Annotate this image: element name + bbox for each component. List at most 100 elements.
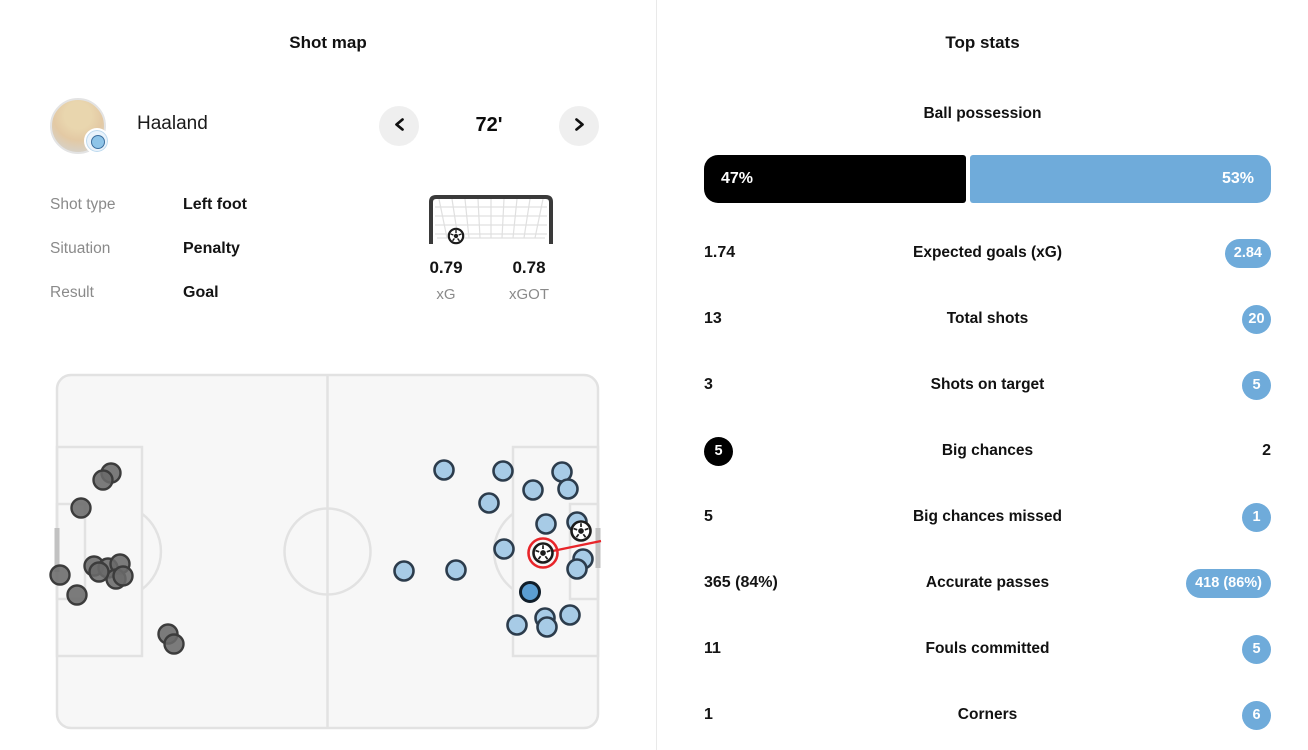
away-stat-value: 5 [1242,634,1271,664]
away-shot-dot[interactable] [492,460,514,482]
goal-net-graphic [429,195,553,245]
selected-shot-marker[interactable] [532,542,554,564]
away-stat: 2 [1262,418,1271,484]
home-shot-dot[interactable] [70,497,92,519]
xgot-value: 0.78 [512,258,546,277]
away-shot-dot[interactable] [522,479,544,501]
stat-row: Accurate passes 365 (84%) 418 (86%) [704,550,1271,616]
away-shot-dot[interactable] [557,478,579,500]
stat-rows: Expected goals (xG) 1.74 2.84 Total shots 13… [704,220,1271,748]
stat-row: Total shots 13 20 [704,286,1271,352]
home-stat-value: 3 [704,376,713,393]
away-shot-dot[interactable] [506,614,528,636]
stat-label: Accurate passes [925,574,1050,591]
shot-details: Shot type Left foot Situation Penalty Result… [50,196,247,328]
away-shot-dot[interactable] [433,459,455,481]
home-stat: 1 [704,682,713,748]
stat-label: Total shots [946,310,1029,327]
home-stat-value: 1 [704,706,713,723]
stat-label: Shots on target [930,376,1045,393]
pitch [49,373,602,730]
away-shot-dot[interactable] [559,604,581,626]
away-stat-value: 6 [1242,700,1271,730]
home-shot-dot[interactable] [92,469,114,491]
away-stat: 2.84 [1224,220,1271,286]
away-shot-dot[interactable] [493,538,515,560]
away-shot-dot[interactable] [393,560,415,582]
top-stats-title: Top stats [945,33,1020,52]
away-stat-value: 418 (86%) [1186,568,1271,598]
panel-divider [656,0,657,750]
detail-value: Left foot [183,196,247,213]
home-shot-dot[interactable] [66,584,88,606]
stat-row: Shots on target 3 5 [704,352,1271,418]
home-stat-value: 11 [704,640,721,657]
away-stat: 1 [1242,484,1271,550]
away-stat: 6 [1242,682,1271,748]
detail-value: Goal [183,284,219,301]
away-stat-value: 5 [1242,370,1271,400]
away-stat-value: 1 [1242,502,1271,532]
team-badge-icon [84,128,110,154]
home-shot-dot[interactable] [88,561,110,583]
away-stat-value: 20 [1242,304,1271,334]
away-shot-dot[interactable] [478,492,500,514]
home-stat: 3 [704,352,713,418]
selected-shot-ring [527,537,559,569]
detail-row: Shot type Left foot [50,196,247,240]
away-stat-value: 2 [1262,442,1271,459]
stat-row: Expected goals (xG) 1.74 2.84 [704,220,1271,286]
xg-value: 0.79 [429,258,463,277]
away-shot-dot[interactable] [536,616,558,638]
stat-label: Big chances missed [912,508,1063,525]
home-shot-dot[interactable] [49,564,71,586]
home-stat-value: 5 [704,436,733,466]
home-stat: 365 (84%) [704,550,778,616]
detail-row: Situation Penalty [50,240,247,284]
away-shot-dot[interactable] [566,558,588,580]
home-stat-value: 5 [704,508,713,525]
stat-label: Fouls committed [925,640,1050,657]
home-shot-dot[interactable] [163,633,185,655]
away-stat: 20 [1242,286,1271,352]
stat-row: Big chances missed 5 1 [704,484,1271,550]
home-stat: 13 [704,286,722,352]
home-stat: 5 [704,484,713,550]
goal-mouth-widget: 0.79 xG 0.78 xGOT [429,194,553,303]
home-stat-value: 365 (84%) [704,574,778,591]
stat-label: Big chances [941,442,1034,459]
detail-row: Result Goal [50,284,247,328]
stat-row: Fouls committed 11 5 [704,616,1271,682]
stat-label: Expected goals (xG) [912,244,1062,261]
detail-value: Penalty [183,240,240,257]
home-stat: 1.74 [704,220,735,286]
player-avatar[interactable] [50,98,110,154]
stat-row: Corners 1 6 [704,682,1271,748]
possession-away-segment: 53% [970,155,1271,203]
away-shot-dot-strong[interactable] [519,581,541,603]
possession-label: Ball possession [923,105,1042,122]
next-shot-button[interactable] [559,106,599,146]
home-stat-value: 1.74 [704,244,736,261]
home-stat: 11 [704,616,721,682]
away-stat: 5 [1242,616,1271,682]
chevron-left-icon [393,117,406,135]
away-shot-dot[interactable] [535,513,557,535]
player-name: Haaland [137,113,208,134]
away-stat: 5 [1242,352,1271,418]
ball-icon [447,227,465,245]
goal-shot-marker[interactable] [570,520,592,542]
previous-shot-button[interactable] [379,106,419,146]
home-stat-value: 13 [704,310,722,327]
detail-label: Situation [50,240,111,257]
xgot-label: xGOT [509,286,549,303]
stat-label: Corners [957,706,1018,723]
home-shot-dot[interactable] [112,565,134,587]
shot-minute: 72' [475,114,503,136]
shot-map-panel: Shot map Haaland 72' Shot type Left foot S… [49,33,602,730]
shot-map-title: Shot map [289,33,367,52]
top-stats-panel: Top stats Ball possession 47% 53% Expect… [657,0,1308,750]
possession-home-segment: 47% [704,155,967,203]
away-shot-dot[interactable] [445,559,467,581]
